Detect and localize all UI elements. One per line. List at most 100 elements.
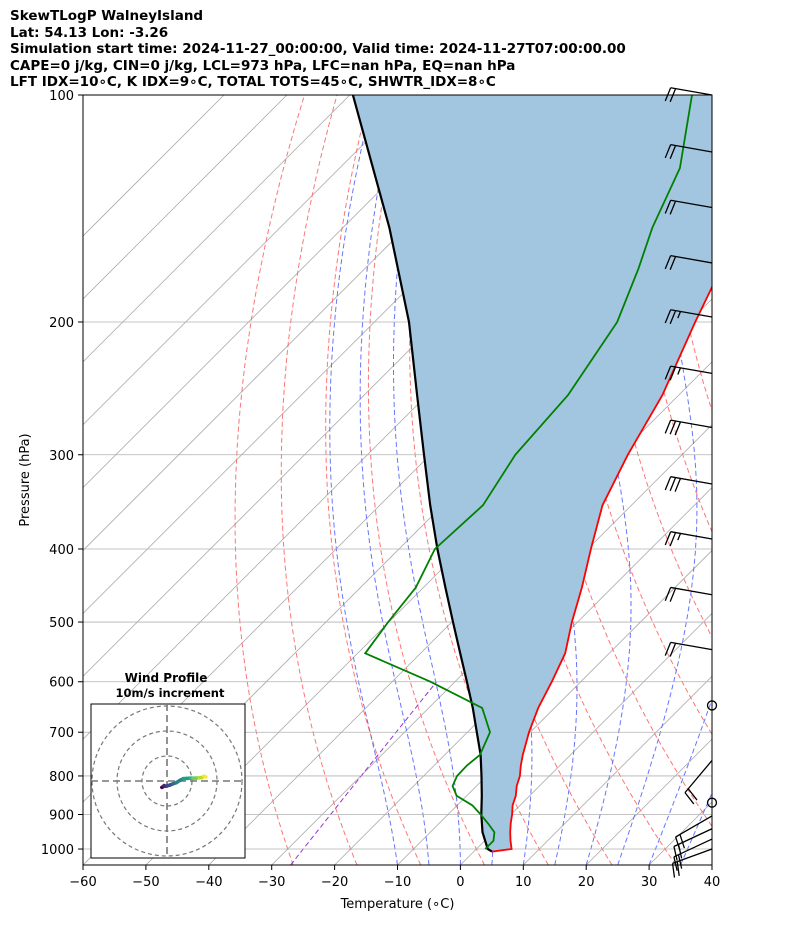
dry-adiabat <box>325 95 422 865</box>
wind-barb <box>664 144 713 160</box>
x-tick-label: −30 <box>258 875 285 890</box>
wind-barb-flag <box>664 199 672 214</box>
header-line-3: Simulation start time: 2024-11-27_00:00:… <box>10 41 626 57</box>
wind-barb-staff <box>670 254 713 264</box>
isotherm-line <box>83 95 225 237</box>
dry-adiabat <box>234 95 305 865</box>
wind-barb-staff <box>673 838 713 858</box>
wind-barb-flag <box>674 421 682 436</box>
wind-barb-flag <box>677 844 683 859</box>
header-line-2: Lat: 54.13 Lon: -3.26 <box>10 24 169 41</box>
wind-barb <box>664 87 713 103</box>
wind-barb-staff <box>670 199 713 209</box>
wind-barb-flag <box>664 255 672 270</box>
wind-barb-staff <box>670 419 713 429</box>
wind-barb-staff <box>684 760 713 794</box>
dry-adiabat <box>728 95 794 865</box>
wind-barb-flag <box>669 88 677 103</box>
wind-barb-flag <box>664 476 672 491</box>
wind-barb-flag <box>669 310 677 325</box>
header-line-4: CAPE=0 j/kg, CIN=0 j/kg, LCL=973 hPa, LF… <box>10 57 516 74</box>
isotherm-line <box>711 864 712 865</box>
x-tick-label: −40 <box>195 875 222 890</box>
wind-barb-flag <box>664 642 672 656</box>
wind-barb-halfflag <box>677 367 682 375</box>
moist-adiabat <box>329 95 398 865</box>
dry-adiabat <box>662 95 712 413</box>
isotherm-line <box>83 95 288 300</box>
moist-adiabat <box>617 95 698 865</box>
dry-adiabat <box>280 95 358 865</box>
y-tick-label: 800 <box>49 770 74 785</box>
wind-barb-flag <box>684 792 695 805</box>
dry-adiabat <box>761 95 794 865</box>
wind-barb <box>664 254 713 271</box>
wind-barb <box>673 838 713 871</box>
wind-barb <box>664 531 713 547</box>
y-tick-label: 900 <box>49 809 74 824</box>
wind-barb-halfflag <box>677 311 682 319</box>
wind-barb-flag <box>669 200 677 215</box>
x-tick-label: −20 <box>321 875 348 890</box>
x-axis-label: Temperature (∘C) <box>340 897 455 912</box>
moist-adiabat <box>393 95 461 865</box>
calm-wind-circle <box>706 797 718 808</box>
x-tick-label: −10 <box>384 875 411 890</box>
wind-barb-flag <box>669 420 677 435</box>
hodograph-plot <box>91 704 245 858</box>
wind-barb-staff <box>675 815 713 838</box>
wind-barb-halfflag <box>677 533 682 541</box>
wind-barb <box>664 419 713 436</box>
hodograph-subtitle: 10m/s increment <box>116 686 225 700</box>
wind-barb-flag <box>664 531 672 546</box>
wind-barb-flag <box>664 419 672 434</box>
wind-barb-flag <box>677 854 683 869</box>
dry-adiabat <box>409 95 549 865</box>
wind-barb <box>664 641 713 657</box>
wind-barb-flag <box>664 87 672 102</box>
parcel-profile-line <box>351 95 493 853</box>
wind-barb-staff <box>670 641 713 651</box>
moist-adiabat <box>680 791 712 865</box>
wind-barb <box>673 828 713 861</box>
wind-barb-flag <box>664 365 672 380</box>
isotherm-line <box>83 95 413 426</box>
wind-barb <box>664 476 713 492</box>
wind-barb-flag <box>664 309 672 324</box>
x-tick-label: 30 <box>641 875 658 890</box>
wind-barb-staff <box>670 144 713 153</box>
wind-barb <box>664 586 713 602</box>
wind-barb-staff <box>670 365 713 375</box>
wind-barb-flag <box>669 588 677 602</box>
wind-barb-flag <box>671 863 676 878</box>
wind-barb-flag <box>664 587 672 601</box>
wind-barb-flag <box>673 856 678 871</box>
wind-barb <box>684 760 713 805</box>
chart-header: SkewTLogP WalneyIsland Lat: 54.13 Lon: -3… <box>10 8 626 91</box>
wind-barb-flag <box>687 788 698 801</box>
wind-barb-staff <box>673 828 713 848</box>
y-axis-label: Pressure (hPa) <box>18 433 33 526</box>
wind-barb-flag <box>669 256 677 271</box>
isotherm-line <box>83 95 351 363</box>
wind-barb-staff <box>670 309 713 318</box>
moist-adiabat <box>711 863 712 865</box>
cape-shading <box>352 95 712 852</box>
wind-barb-flag <box>679 834 685 849</box>
y-tick-label: 300 <box>49 449 74 464</box>
moist-adiabat <box>648 697 712 865</box>
header-line-5: LFT IDX=10∘C, K IDX=9∘C, TOTAL TOTS=45∘C… <box>10 74 496 90</box>
y-tick-label: 500 <box>49 616 74 631</box>
wind-barb-flag <box>669 642 677 657</box>
wind-barb-flag <box>669 366 677 381</box>
x-tick-label: −60 <box>69 875 96 890</box>
y-tick-label: 700 <box>49 726 74 741</box>
x-tick-label: −50 <box>132 875 159 890</box>
wind-barb-flag <box>664 144 672 159</box>
hodograph-segment <box>202 774 208 779</box>
x-tick-label: 0 <box>456 875 464 890</box>
temperature-line <box>491 285 712 853</box>
wind-barb-staff <box>670 476 713 485</box>
x-tick-label: 20 <box>578 875 595 890</box>
